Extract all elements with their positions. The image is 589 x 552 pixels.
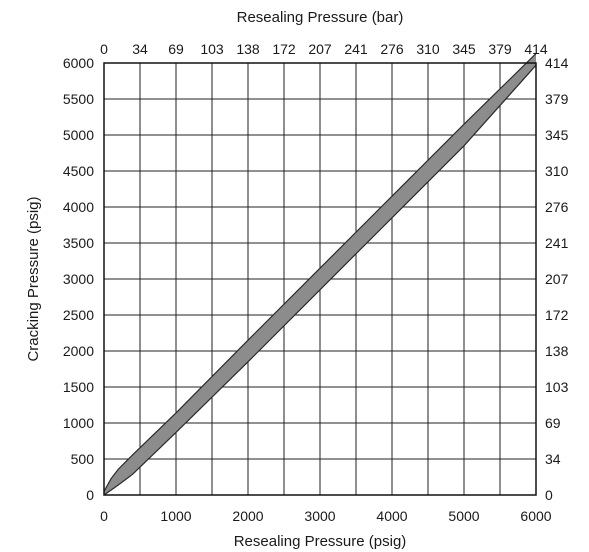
y-ticks-left: 0 500 1000 1500 2000 2500 3000 3500 4000 4500 5000… [63, 55, 94, 503]
x-axis-title-top: Resealing Pressure (bar) [237, 9, 404, 26]
x-tick-label-top: 0 [100, 41, 108, 57]
y-tick-label-left: 3000 [63, 271, 94, 287]
y-tick-label-right: 0 [545, 487, 553, 503]
y-tick-label-left: 5000 [63, 127, 94, 143]
x-axis-title-bottom: Resealing Pressure (psig) [234, 533, 407, 550]
x-tick-label-top: 345 [452, 41, 476, 57]
x-tick-label-bottom: 0 [100, 508, 108, 524]
y-tick-label-left: 1500 [63, 379, 94, 395]
y-tick-label-left: 3500 [63, 235, 94, 251]
y-tick-label-right: 276 [545, 199, 569, 215]
y-tick-label-left: 1000 [63, 415, 94, 431]
y-tick-label-right: 69 [545, 415, 561, 431]
x-tick-label-bottom: 2000 [232, 508, 263, 524]
x-tick-label-top: 103 [200, 41, 224, 57]
x-tick-label-top: 172 [272, 41, 296, 57]
y-tick-label-right: 172 [545, 307, 569, 323]
y-tick-label-right: 414 [545, 55, 569, 71]
data-band [104, 53, 536, 495]
y-tick-label-left: 6000 [63, 55, 94, 71]
x-tick-label-bottom: 1000 [160, 508, 191, 524]
y-tick-label-left: 5500 [63, 91, 94, 107]
x-tick-label-top: 34 [132, 41, 148, 57]
y-tick-label-left: 0 [86, 487, 94, 503]
y-tick-label-right: 310 [545, 163, 569, 179]
y-tick-label-right: 207 [545, 271, 569, 287]
x-tick-label-bottom: 4000 [376, 508, 407, 524]
x-ticks-top: 0 34 69 103 138 172 207 241 276 310 345 379 414 [100, 41, 548, 57]
y-ticks-right: 0 34 69 103 138 172 207 241 276 310 345 379 414 [545, 55, 569, 503]
y-axis-title-left: Cracking Pressure (psig) [25, 196, 42, 361]
y-tick-label-left: 4000 [63, 199, 94, 215]
x-tick-label-top: 414 [524, 41, 548, 57]
x-tick-label-bottom: 6000 [520, 508, 551, 524]
x-ticks-bottom: 0 1000 2000 3000 4000 5000 6000 [100, 508, 552, 524]
y-tick-label-right: 241 [545, 235, 569, 251]
x-tick-label-top: 276 [380, 41, 404, 57]
y-tick-label-left: 4500 [63, 163, 94, 179]
x-tick-label-top: 138 [236, 41, 260, 57]
grid [104, 63, 536, 495]
x-tick-label-top: 207 [308, 41, 332, 57]
x-tick-label-top: 69 [168, 41, 184, 57]
y-tick-label-right: 379 [545, 91, 569, 107]
y-tick-label-left: 2000 [63, 343, 94, 359]
y-tick-label-right: 103 [545, 379, 569, 395]
y-tick-label-left: 2500 [63, 307, 94, 323]
y-tick-label-right: 345 [545, 127, 569, 143]
y-tick-label-left: 500 [71, 451, 95, 467]
x-tick-label-bottom: 3000 [304, 508, 335, 524]
plot-frame [103, 62, 537, 496]
band-lower-edge [103, 64, 537, 496]
x-tick-label-top: 241 [344, 41, 368, 57]
band-upper-edge [103, 53, 537, 492]
y-tick-label-right: 138 [545, 343, 569, 359]
x-tick-label-top: 310 [416, 41, 440, 57]
y-tick-label-right: 34 [545, 451, 561, 467]
x-tick-label-top: 379 [488, 41, 512, 57]
x-tick-label-bottom: 5000 [448, 508, 479, 524]
